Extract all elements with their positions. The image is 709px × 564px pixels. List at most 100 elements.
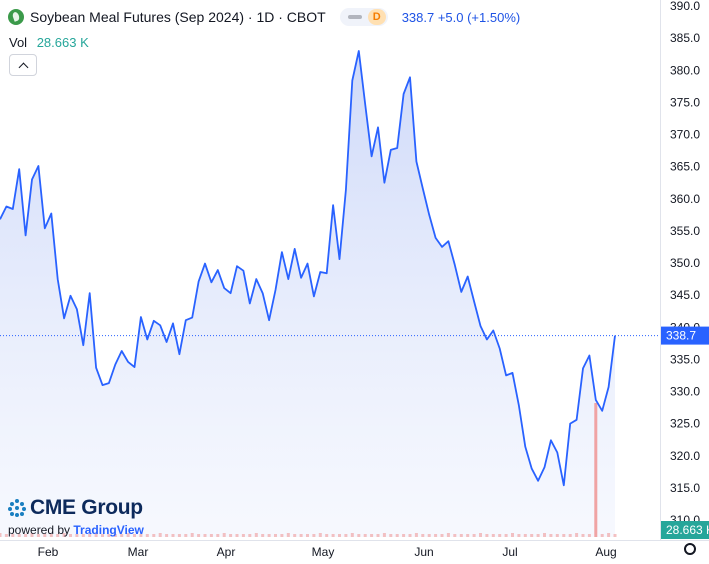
symbol-title[interactable]: Soybean Meal Futures (Sep 2024) · 1D · C… [30, 9, 326, 25]
volume-bar [0, 533, 2, 537]
volume-bar [357, 534, 361, 537]
volume-bar [325, 534, 329, 537]
volume-bar [440, 534, 444, 537]
volume-bar [81, 534, 85, 537]
volume-bar [376, 534, 380, 537]
volume-bar [338, 534, 341, 537]
powered-by[interactable]: powered by TradingView [8, 523, 144, 537]
volume-label[interactable]: Vol [9, 35, 28, 50]
volume-bar [350, 533, 354, 537]
volume-bar [395, 534, 399, 537]
volume-bar [479, 533, 482, 537]
soybean-logo-icon [8, 9, 24, 25]
price-tick-label: 370.0 [670, 128, 700, 142]
volume-bar [274, 534, 277, 537]
volume-bar [126, 533, 130, 537]
volume-bar [24, 534, 28, 537]
market-status-badge: D [367, 9, 386, 25]
volume-bar [331, 534, 335, 537]
volume-axis-label: 28.663 K [661, 521, 709, 539]
price-tick-label: 320.0 [670, 449, 700, 463]
volume-bar [171, 534, 175, 537]
volume-bar [511, 533, 514, 537]
time-tick-label: Aug [595, 545, 616, 559]
time-tick-label: Feb [38, 545, 59, 559]
volume-bar [306, 534, 309, 537]
volume-bar [613, 534, 617, 537]
price-axis[interactable]: 390.0 385.0 380.0 375.0 370.0 365.0 360.0 355.0… [670, 0, 700, 527]
volume-bar [523, 534, 527, 537]
volume-bar [575, 533, 579, 537]
cme-logo-text: CME Group [30, 496, 143, 519]
volume-bar [504, 534, 508, 537]
volume-bar [543, 533, 546, 537]
volume-bar [286, 533, 290, 537]
price-tick-label: 375.0 [670, 95, 700, 109]
volume-bar [184, 534, 188, 537]
volume-bar [165, 534, 169, 537]
volume-bar [434, 534, 438, 537]
volume-bar [49, 534, 53, 537]
volume-bar [209, 534, 213, 537]
time-tick-label: Mar [128, 545, 149, 559]
volume-value: 28.663 K [36, 35, 89, 50]
volume-bar [382, 533, 386, 537]
volume-bar [158, 533, 162, 537]
volume-bar [190, 533, 194, 537]
collapse-legend-button[interactable] [9, 54, 37, 76]
volume-bar [88, 534, 92, 537]
volume-bar [408, 534, 412, 537]
volume-bar [517, 534, 521, 537]
price-change-readout: 338.7 +5.0 (+1.50%) [401, 9, 521, 25]
time-tick-label: Jul [502, 545, 517, 559]
market-status-pill[interactable]: D [339, 8, 388, 26]
volume-bar [120, 534, 124, 537]
volume-bar [549, 534, 553, 537]
volume-bar [446, 533, 450, 537]
price-tick-label: 355.0 [670, 224, 700, 238]
volume-legend: Vol 28.663 K [9, 35, 89, 50]
volume-bar [261, 534, 265, 537]
volume-bar [530, 534, 534, 537]
volume-bar [562, 534, 566, 537]
branding: CME Group powered by TradingView [8, 496, 144, 537]
volume-bar [216, 534, 220, 537]
volume-bar [459, 534, 463, 537]
volume-bar [145, 534, 149, 537]
volume-bar [600, 534, 604, 537]
volume-bar [152, 534, 156, 537]
volume-bar [36, 534, 40, 537]
volume-bar [94, 533, 98, 537]
volume-bar [581, 534, 585, 537]
gear-icon[interactable] [684, 543, 696, 555]
volume-bar [4, 534, 8, 537]
volume-bar [607, 533, 611, 537]
volume-bar [370, 534, 374, 537]
volume-bar [229, 534, 233, 537]
volume-bar [107, 534, 111, 537]
volume-bar [222, 533, 226, 537]
volume-bar [133, 534, 136, 537]
volume-bar [594, 403, 598, 537]
price-tick-label: 315.0 [670, 481, 700, 495]
price-tick-label: 325.0 [670, 417, 700, 431]
time-tick-label: May [312, 545, 335, 559]
volume-bar [414, 533, 418, 537]
volume-bar [587, 534, 591, 537]
volume-bar [344, 534, 348, 537]
volume-bar [472, 534, 476, 537]
time-axis[interactable]: Feb Mar Apr May Jun Jul Aug [38, 545, 617, 559]
tradingview-link[interactable]: TradingView [73, 523, 144, 537]
volume-bar [177, 534, 181, 537]
price-tick-label: 335.0 [670, 352, 700, 366]
volume-bar [402, 534, 406, 537]
volume-bar [453, 534, 457, 537]
volume-bar [466, 534, 470, 537]
price-tick-label: 350.0 [670, 256, 700, 270]
volume-bar [363, 534, 367, 537]
volume-bar [241, 534, 245, 537]
price-line[interactable] [0, 50, 616, 487]
volume-bar [69, 534, 72, 537]
volume-bar [267, 534, 271, 537]
